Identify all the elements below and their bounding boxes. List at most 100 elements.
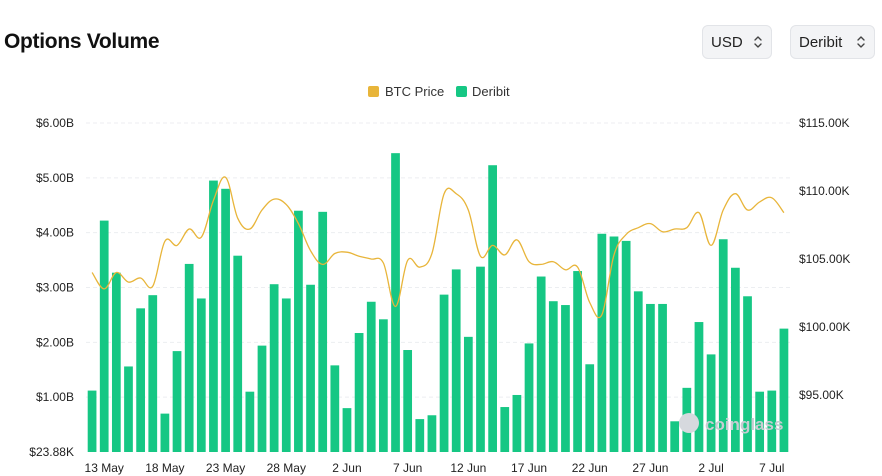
deribit-bar[interactable] bbox=[233, 255, 243, 452]
deribit-bar[interactable] bbox=[184, 263, 194, 452]
deribit-bar[interactable] bbox=[124, 366, 133, 452]
deribit-bar[interactable] bbox=[743, 296, 752, 452]
legend-deribit-swatch[interactable] bbox=[456, 86, 467, 97]
watermark-text: coinglass bbox=[705, 415, 783, 434]
deribit-bar[interactable] bbox=[403, 350, 413, 452]
deribit-bar[interactable] bbox=[512, 394, 522, 452]
deribit-bar[interactable] bbox=[281, 298, 291, 452]
deribit-bar[interactable] bbox=[209, 180, 218, 452]
deribit-bar[interactable] bbox=[318, 211, 328, 452]
deribit-bar[interactable] bbox=[257, 345, 267, 452]
deribit-bar[interactable] bbox=[354, 333, 364, 452]
y-left-tick-label: $1.00B bbox=[36, 390, 74, 404]
deribit-bar[interactable] bbox=[561, 305, 570, 452]
page-title: Options Volume bbox=[4, 30, 160, 53]
chevron-up-down-icon bbox=[856, 35, 866, 49]
line-layer bbox=[91, 176, 785, 319]
deribit-bar[interactable] bbox=[524, 343, 534, 452]
deribit-bar[interactable] bbox=[439, 294, 449, 452]
deribit-bar[interactable] bbox=[670, 421, 680, 452]
deribit-bar[interactable] bbox=[731, 267, 740, 452]
y-right-tick-label: $100.00K bbox=[799, 320, 850, 334]
y-right-tick-label: $105.00K bbox=[799, 252, 850, 266]
deribit-bar[interactable] bbox=[330, 365, 340, 452]
deribit-bar[interactable] bbox=[476, 266, 485, 452]
deribit-bar[interactable] bbox=[755, 391, 765, 452]
deribit-bar[interactable] bbox=[427, 415, 437, 452]
y-right-tick-label: $110.00K bbox=[799, 184, 850, 198]
deribit-bar[interactable] bbox=[415, 419, 425, 452]
deribit-bar[interactable] bbox=[245, 391, 255, 452]
watermark-layer: coinglass bbox=[679, 413, 783, 434]
deribit-bar[interactable] bbox=[366, 301, 376, 452]
grid-layer bbox=[86, 122, 790, 398]
y-left-tick-label: $2.00B bbox=[36, 335, 74, 349]
chevron-up-down-icon bbox=[753, 35, 763, 49]
deribit-bar[interactable] bbox=[548, 301, 558, 452]
legend: BTC Price Deribit bbox=[368, 84, 510, 99]
deribit-bar[interactable] bbox=[451, 269, 461, 452]
deribit-bar[interactable] bbox=[269, 284, 279, 452]
x-tick-label: 2 Jun bbox=[332, 461, 361, 475]
deribit-bar[interactable] bbox=[160, 413, 170, 452]
deribit-bar[interactable] bbox=[342, 408, 352, 452]
x-tick-label: 27 Jun bbox=[632, 461, 668, 475]
currency-select[interactable]: USD bbox=[702, 25, 772, 59]
deribit-bar[interactable] bbox=[111, 272, 121, 452]
deribit-bar[interactable] bbox=[694, 322, 704, 452]
exchange-select[interactable]: Deribit bbox=[790, 25, 875, 59]
deribit-bar[interactable] bbox=[136, 308, 145, 452]
y-axis-left: $23.88K $1.00B $2.00B $3.00B $4.00B $5.00B $6.… bbox=[29, 116, 74, 459]
deribit-bar[interactable] bbox=[379, 319, 388, 452]
deribit-bar[interactable] bbox=[609, 236, 619, 452]
deribit-bar[interactable] bbox=[573, 271, 582, 452]
deribit-bar[interactable] bbox=[221, 188, 230, 453]
deribit-bar[interactable] bbox=[306, 284, 315, 452]
deribit-bar[interactable] bbox=[646, 303, 655, 452]
deribit-bar[interactable] bbox=[500, 407, 510, 452]
deribit-bar[interactable] bbox=[658, 303, 667, 452]
deribit-bar[interactable] bbox=[87, 390, 97, 452]
deribit-bar[interactable] bbox=[294, 210, 303, 452]
y-left-tick-label: $4.00B bbox=[36, 226, 74, 240]
deribit-bar[interactable] bbox=[621, 240, 631, 452]
x-tick-label: 18 May bbox=[145, 461, 184, 475]
legend-deribit-label[interactable]: Deribit bbox=[472, 84, 510, 99]
deribit-bar[interactable] bbox=[148, 295, 158, 452]
y-left-tick-label: $6.00B bbox=[36, 116, 74, 130]
coinglass-logo-icon bbox=[679, 413, 699, 433]
btc-price-line[interactable] bbox=[91, 176, 785, 319]
x-tick-label: 13 May bbox=[85, 461, 124, 475]
deribit-bar[interactable] bbox=[597, 233, 607, 452]
deribit-bar[interactable] bbox=[779, 328, 789, 452]
x-tick-label: 17 Jun bbox=[511, 461, 547, 475]
deribit-bar[interactable] bbox=[463, 336, 473, 452]
deribit-bar[interactable] bbox=[706, 354, 716, 452]
deribit-bar[interactable] bbox=[718, 239, 728, 452]
bars-layer bbox=[87, 153, 789, 453]
x-tick-label: 12 Jun bbox=[450, 461, 486, 475]
deribit-bar[interactable] bbox=[767, 390, 777, 452]
deribit-bar[interactable] bbox=[391, 153, 400, 453]
y-left-tick-label: $23.88K bbox=[29, 445, 74, 459]
y-right-tick-label: $95.00K bbox=[799, 388, 844, 402]
deribit-bar[interactable] bbox=[488, 165, 497, 452]
x-tick-label: 7 Jun bbox=[393, 461, 422, 475]
deribit-bar[interactable] bbox=[172, 351, 182, 452]
exchange-select-value: Deribit bbox=[799, 33, 843, 51]
deribit-bar[interactable] bbox=[585, 364, 595, 452]
deribit-bar[interactable] bbox=[196, 298, 206, 452]
x-tick-label: 7 Jul bbox=[759, 461, 784, 475]
x-axis: 13 May 18 May 23 May 28 May 2 Jun 7 Jun 12 Jun… bbox=[85, 461, 785, 475]
deribit-bar[interactable] bbox=[536, 276, 546, 452]
deribit-bar[interactable] bbox=[99, 220, 109, 452]
x-tick-label: 22 Jun bbox=[572, 461, 608, 475]
x-tick-label: 28 May bbox=[267, 461, 306, 475]
y-axis-right: $95.00K $100.00K $105.00K $110.00K $115.00K bbox=[799, 116, 850, 402]
x-tick-label: 2 Jul bbox=[698, 461, 723, 475]
y-left-tick-label: $3.00B bbox=[36, 281, 74, 295]
legend-btc-price-label[interactable]: BTC Price bbox=[385, 84, 444, 99]
deribit-bar[interactable] bbox=[633, 291, 643, 452]
legend-btc-price-swatch[interactable] bbox=[368, 86, 379, 97]
